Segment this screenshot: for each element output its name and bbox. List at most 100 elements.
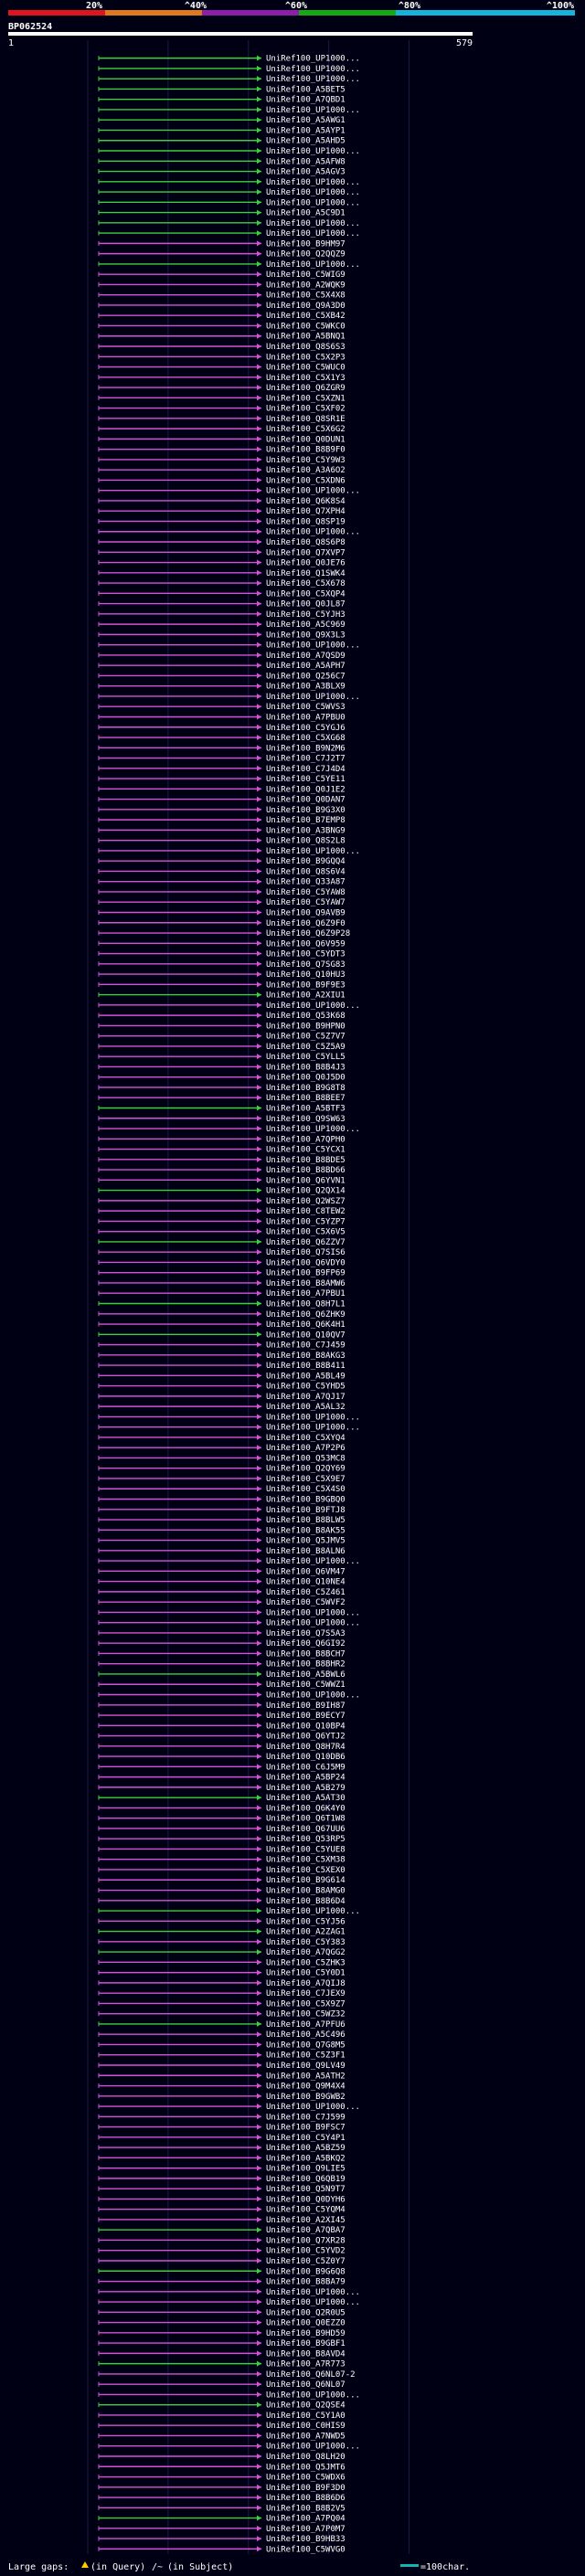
hit-label[interactable]: UniRef100_Q0EZZ0 — [266, 2319, 346, 2328]
hit-row[interactable]: UniRef100_Q5JMT6 — [98, 2463, 346, 2472]
hit-row[interactable]: UniRef100_Q6YTJ2 — [98, 1733, 346, 1742]
hit-row[interactable]: UniRef100_Q53K68 — [98, 1012, 346, 1021]
hit-label[interactable]: UniRef100_UP1000... — [266, 693, 360, 702]
hit-row[interactable]: UniRef100_Q1SWK4 — [98, 569, 346, 578]
hit-label[interactable]: UniRef100_B8AMW6 — [266, 1279, 346, 1288]
hit-row[interactable]: UniRef100_UP1000... — [98, 1619, 360, 1628]
hit-row[interactable]: UniRef100_Q10DB6 — [98, 1753, 346, 1762]
hit-label[interactable]: UniRef100_C5YJH3 — [266, 610, 346, 620]
hit-row[interactable]: UniRef100_UP1000... — [98, 2103, 360, 2112]
hit-row[interactable]: UniRef100_B8AVD4 — [98, 2349, 346, 2359]
hit-label[interactable]: UniRef100_A5ATH2 — [266, 2072, 346, 2081]
hit-row[interactable]: UniRef100_C6J5M9 — [98, 1763, 346, 1772]
hit-row[interactable]: UniRef100_Q0DYH6 — [98, 2195, 346, 2204]
hit-row[interactable]: UniRef100_UP1000... — [98, 2298, 360, 2307]
hit-label[interactable]: UniRef100_A3BLX9 — [266, 683, 346, 692]
hit-label[interactable]: UniRef100_Q0JL87 — [266, 600, 346, 610]
hit-label[interactable]: UniRef100_A5BET5 — [266, 85, 346, 94]
hit-row[interactable]: UniRef100_Q10QV7 — [98, 1330, 346, 1340]
hit-label[interactable]: UniRef100_C5Y1A0 — [266, 2412, 346, 2421]
hit-row[interactable]: UniRef100_Q7XR28 — [98, 2236, 346, 2245]
hit-label[interactable]: UniRef100_B7EMP8 — [266, 816, 346, 825]
hit-row[interactable]: UniRef100_B9GBQ0 — [98, 1496, 346, 1505]
hit-label[interactable]: UniRef100_C5X4S0 — [266, 1485, 346, 1494]
hit-label[interactable]: UniRef100_C0HIS9 — [266, 2422, 346, 2431]
hit-label[interactable]: UniRef100_Q7G8M5 — [266, 2041, 346, 2050]
hit-row[interactable]: UniRef100_C5WWZ1 — [98, 1680, 346, 1690]
hit-row[interactable]: UniRef100_Q9A3D0 — [98, 302, 346, 311]
hit-label[interactable]: UniRef100_A5AT30 — [266, 1794, 346, 1803]
hit-label[interactable]: UniRef100_C5YE11 — [266, 775, 346, 784]
hit-label[interactable]: UniRef100_Q6K4H1 — [266, 1320, 346, 1330]
hit-row[interactable]: UniRef100_C5Z7V7 — [98, 1033, 346, 1042]
hit-label[interactable]: UniRef100_A7QBA7 — [266, 2226, 346, 2235]
hit-row[interactable]: UniRef100_C5XDN6 — [98, 476, 346, 485]
hit-label[interactable]: UniRef100_C5WWZ1 — [266, 1680, 346, 1690]
hit-row[interactable]: UniRef100_C5WIG9 — [98, 270, 346, 280]
hit-label[interactable]: UniRef100_Q6ZZV7 — [266, 1238, 346, 1247]
hit-row[interactable]: UniRef100_B9HD59 — [98, 2329, 346, 2338]
hit-label[interactable]: UniRef100_Q9AVB9 — [266, 908, 346, 917]
hit-label[interactable]: UniRef100_C5Y383 — [266, 1938, 346, 1947]
hit-row[interactable]: UniRef100_UP1000... — [98, 693, 360, 702]
hit-row[interactable]: UniRef100_A7QBD1 — [98, 96, 346, 105]
hit-label[interactable]: UniRef100_A2WQK9 — [266, 281, 346, 290]
hit-label[interactable]: UniRef100_A5C969 — [266, 620, 346, 630]
hit-label[interactable]: UniRef100_A5AL32 — [266, 1403, 346, 1412]
hit-label[interactable]: UniRef100_Q7XVP7 — [266, 548, 346, 557]
hit-row[interactable]: UniRef100_A2WQK9 — [98, 281, 346, 290]
hit-row[interactable]: UniRef100_B9ECY7 — [98, 1712, 346, 1721]
hit-label[interactable]: UniRef100_C5WVS3 — [266, 703, 346, 712]
hit-label[interactable]: UniRef100_Q0J5D0 — [266, 1074, 346, 1083]
hit-row[interactable]: UniRef100_C5X4S0 — [98, 1485, 346, 1494]
hit-row[interactable]: UniRef100_A5BET5 — [98, 85, 346, 94]
hit-row[interactable]: UniRef100_UP1000... — [98, 847, 360, 856]
hit-row[interactable]: UniRef100_B8BDE5 — [98, 1156, 346, 1165]
hit-label[interactable]: UniRef100_UP1000... — [266, 178, 360, 187]
hit-row[interactable]: UniRef100_C5YGJ6 — [98, 724, 346, 733]
hit-label[interactable]: UniRef100_Q2QSE4 — [266, 2401, 346, 2411]
hit-row[interactable]: UniRef100_C5Y4P1 — [98, 2134, 346, 2143]
hit-row[interactable]: UniRef100_UP1000... — [98, 1557, 360, 1566]
hit-label[interactable]: UniRef100_UP1000... — [266, 106, 360, 115]
hit-row[interactable]: UniRef100_B9HB33 — [98, 2535, 346, 2544]
hit-row[interactable]: UniRef100_UP1000... — [98, 178, 360, 187]
hit-row[interactable]: UniRef100_Q8H7L1 — [98, 1300, 346, 1309]
hit-row[interactable]: UniRef100_C5XG68 — [98, 734, 346, 743]
hit-row[interactable]: UniRef100_UP1000... — [98, 1424, 360, 1433]
hit-label[interactable]: UniRef100_A5AGV3 — [266, 168, 346, 177]
hit-label[interactable]: UniRef100_Q9M4X4 — [266, 2083, 346, 2092]
hit-label[interactable]: UniRef100_C5X9Z7 — [266, 1999, 346, 2009]
hit-row[interactable]: UniRef100_C5WDX6 — [98, 2474, 346, 2483]
hit-label[interactable]: UniRef100_Q8S6P8 — [266, 538, 346, 547]
hit-label[interactable]: UniRef100_UP1000... — [266, 219, 360, 228]
hit-row[interactable]: UniRef100_B9G3X0 — [98, 806, 346, 815]
hit-label[interactable]: UniRef100_Q0JE76 — [266, 559, 346, 568]
hit-row[interactable]: UniRef100_C5ZHK3 — [98, 1958, 346, 1967]
hit-row[interactable]: UniRef100_C5WKC0 — [98, 322, 346, 331]
hit-row[interactable]: UniRef100_A5ATH2 — [98, 2072, 346, 2081]
hit-label[interactable]: UniRef100_C5X6V5 — [266, 1228, 346, 1237]
hit-row[interactable]: UniRef100_C5YZP7 — [98, 1217, 346, 1226]
hit-row[interactable]: UniRef100_B9FSC7 — [98, 2124, 346, 2133]
hit-label[interactable]: UniRef100_Q8S2L8 — [266, 837, 346, 846]
hit-row[interactable]: UniRef100_A5BTF3 — [98, 1104, 346, 1113]
hit-row[interactable]: UniRef100_A5AWG1 — [98, 116, 346, 125]
hit-label[interactable]: UniRef100_C5YLL5 — [266, 1053, 346, 1062]
hit-label[interactable]: UniRef100_C5XB42 — [266, 312, 346, 321]
hit-row[interactable]: UniRef100_C5X678 — [98, 579, 346, 588]
hit-row[interactable]: UniRef100_A5BKQ2 — [98, 2154, 346, 2163]
hit-row[interactable]: UniRef100_Q6QB19 — [98, 2175, 346, 2184]
hit-label[interactable]: UniRef100_Q10HU3 — [266, 970, 346, 980]
hit-row[interactable]: UniRef100_C0HIS9 — [98, 2422, 346, 2431]
hit-label[interactable]: UniRef100_UP1000... — [266, 147, 360, 156]
hit-label[interactable]: UniRef100_C5Y4P1 — [266, 2134, 346, 2143]
hit-label[interactable]: UniRef100_UP1000... — [266, 1619, 360, 1628]
hit-row[interactable]: UniRef100_C5Y9W3 — [98, 456, 346, 465]
hit-label[interactable]: UniRef100_Q6Z9P28 — [266, 929, 350, 938]
hit-label[interactable]: UniRef100_UP1000... — [266, 188, 360, 197]
hit-row[interactable]: UniRef100_Q6ZZV7 — [98, 1238, 346, 1247]
hit-row[interactable]: UniRef100_Q6K8S4 — [98, 497, 346, 506]
hit-label[interactable]: UniRef100_B9G614 — [266, 1876, 346, 1885]
hit-label[interactable]: UniRef100_C5YCX1 — [266, 1146, 346, 1155]
